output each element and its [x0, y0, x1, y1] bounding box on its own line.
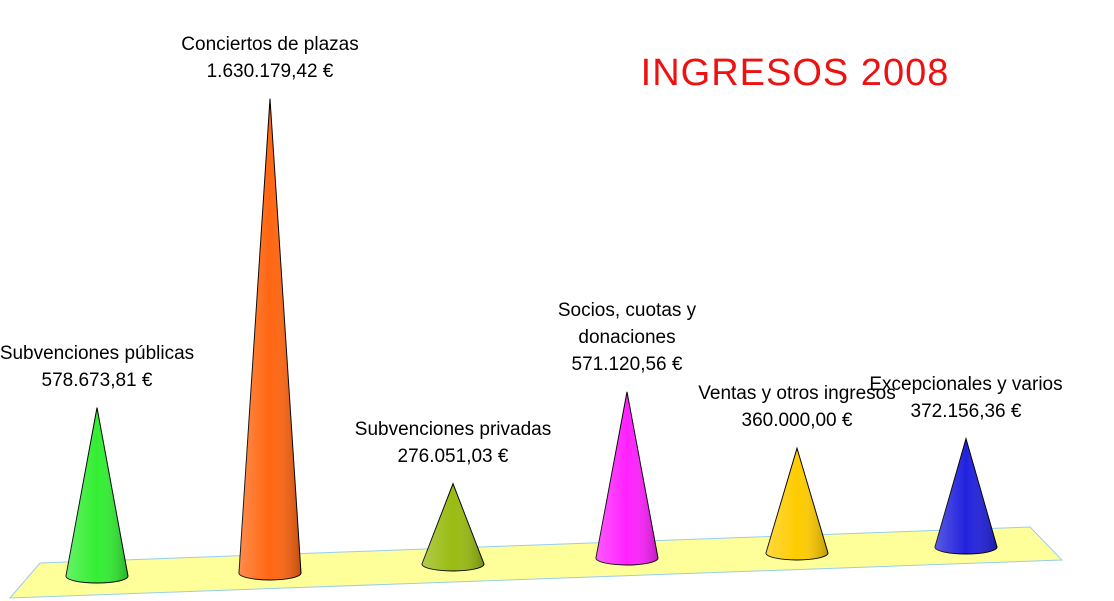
data-label: Excepcionales y varios 372.156,36 €	[866, 371, 1066, 425]
category-label: Subvenciones privadas	[354, 418, 552, 440]
value-label: 276.051,03 €	[397, 445, 509, 467]
cone-shade	[239, 98, 301, 580]
value-label: 578.673,81 €	[41, 369, 153, 391]
category-label: Conciertos de plazas	[181, 33, 359, 55]
value-label: 571.120,56 €	[571, 353, 683, 375]
cone-shade	[596, 391, 658, 565]
value-label: 372.156,36 €	[910, 400, 1022, 422]
category-label: Socios, cuotas y donaciones	[557, 299, 697, 348]
data-label: Subvenciones públicas 578.673,81 €	[0, 340, 197, 394]
cone-shade	[422, 483, 484, 571]
data-label: Ventas y otros ingresos 360.000,00 €	[697, 380, 897, 434]
data-label: Socios, cuotas y donaciones 571.120,56 €	[527, 297, 727, 378]
value-label: 360.000,00 €	[741, 410, 853, 432]
cone-shade	[935, 438, 997, 554]
data-label: Conciertos de plazas 1.630.179,42 €	[170, 31, 370, 85]
cone-shade	[766, 448, 828, 560]
category-label: Ventas y otros ingresos	[698, 383, 896, 405]
cone-shade	[66, 407, 128, 583]
floor	[8, 526, 1064, 599]
category-label: Subvenciones públicas	[0, 342, 195, 364]
value-label: 1.630.179,42 €	[206, 60, 334, 82]
chart-title: INGRESOS 2008	[640, 52, 950, 94]
category-label: Excepcionales y varios	[869, 373, 1063, 395]
data-label: Subvenciones privadas 276.051,03 €	[353, 416, 553, 470]
